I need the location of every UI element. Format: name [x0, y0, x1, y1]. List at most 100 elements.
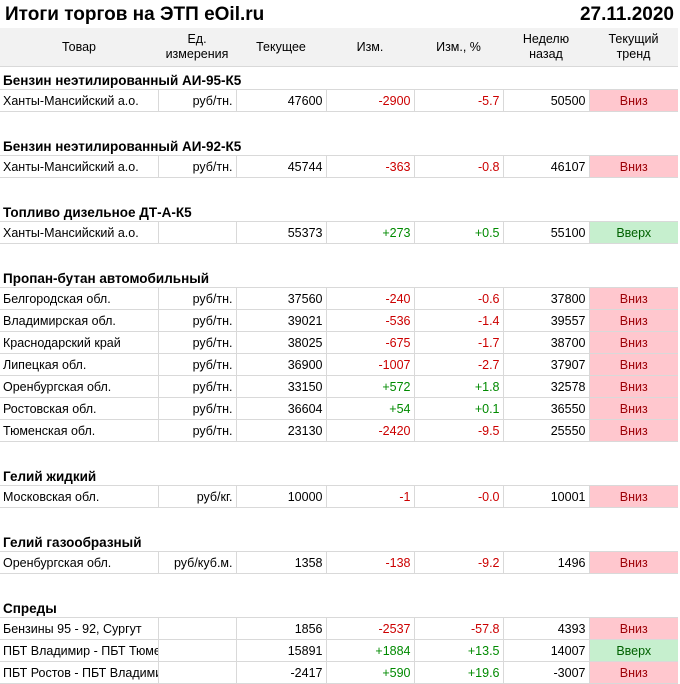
- trend-badge: Вниз: [588, 661, 678, 684]
- spacer-cell: [0, 508, 678, 530]
- current-value-cell: 47600: [235, 89, 326, 112]
- week-ago-cell: 36550: [502, 397, 589, 420]
- unit-cell: руб/куб.м.: [157, 551, 236, 574]
- unit-cell: руб/тн.: [157, 375, 236, 398]
- table-body: Товар Ед. измерения Текущее Изм. Изм., % …: [0, 28, 678, 684]
- current-value-cell: -2417: [235, 661, 326, 684]
- unit-cell: руб/тн.: [157, 287, 236, 310]
- region-cell: ПБТ Владимир - ПБТ Тюмень: [0, 639, 158, 662]
- table-row: Бензины 95 - 92, Сургут 1856 -2537 -57.8 439…: [0, 617, 678, 640]
- header-unit: Ед. измерения: [158, 28, 236, 67]
- region-cell: Оренбургская обл.: [0, 375, 158, 398]
- change-pct-cell: -0.8: [413, 155, 503, 178]
- current-value-cell: 55373: [235, 221, 326, 244]
- header-trend-line2: тренд: [616, 47, 651, 61]
- current-value-cell: 39021: [235, 309, 326, 332]
- region-cell: Бензины 95 - 92, Сургут: [0, 617, 158, 640]
- week-ago-cell: 39557: [502, 309, 589, 332]
- region-cell: Тюменская обл.: [0, 419, 158, 442]
- change-pct-cell: -0.0: [413, 485, 503, 508]
- unit-cell: [157, 661, 236, 684]
- change-cell: -2900: [325, 89, 414, 112]
- week-ago-cell: 50500: [502, 89, 589, 112]
- unit-cell: руб/кг.: [157, 485, 236, 508]
- trend-badge: Вниз: [588, 331, 678, 354]
- week-ago-cell: 32578: [502, 375, 589, 398]
- trend-badge: Вниз: [588, 551, 678, 574]
- region-cell: Владимирская обл.: [0, 309, 158, 332]
- table-row: Ростовская обл. руб/тн. 36604 +54 +0.1 36550 В…: [0, 397, 678, 420]
- change-cell: +273: [325, 221, 414, 244]
- region-cell: Ханты-Мансийский а.о.: [0, 221, 158, 244]
- trend-badge: Вниз: [588, 375, 678, 398]
- current-value-cell: 15891: [235, 639, 326, 662]
- current-value-cell: 37560: [235, 287, 326, 310]
- spacer-row: [0, 244, 678, 266]
- change-cell: +572: [325, 375, 414, 398]
- change-pct-cell: +0.1: [413, 397, 503, 420]
- spacer-row: [0, 178, 678, 200]
- change-cell: -240: [325, 287, 414, 310]
- header-current: Текущее: [236, 28, 326, 67]
- table-row: Краснодарский край руб/тн. 38025 -675 -1.7 38…: [0, 331, 678, 354]
- week-ago-cell: 4393: [502, 617, 589, 640]
- change-cell: +590: [325, 661, 414, 684]
- section-title-row: Гелий жидкий: [0, 463, 678, 486]
- table-row: ПБТ Владимир - ПБТ Тюмень 15891 +1884 +13.5…: [0, 639, 678, 662]
- section-title: Пропан-бутан автомобильный: [3, 271, 210, 286]
- spacer-cell: [0, 244, 678, 266]
- trend-badge: Вниз: [588, 89, 678, 112]
- header-product: Товар: [0, 28, 158, 67]
- header-trend-line1: Текущий: [608, 32, 659, 46]
- trading-results-table: Товар Ед. измерения Текущее Изм. Изм., % …: [0, 28, 678, 684]
- region-cell: Ханты-Мансийский а.о.: [0, 155, 158, 178]
- table-row: Оренбургская обл. руб/тн. 33150 +572 +1.8 325…: [0, 375, 678, 398]
- change-pct-cell: +13.5: [413, 639, 503, 662]
- trend-badge: Вниз: [588, 353, 678, 376]
- trend-badge: Вниз: [588, 155, 678, 178]
- section-title: Гелий жидкий: [3, 469, 97, 484]
- table-row: Московская обл. руб/кг. 10000 -1 -0.0 10001 Вн…: [0, 485, 678, 508]
- header-trend: Текущий тренд: [589, 28, 678, 67]
- spacer-row: [0, 574, 678, 596]
- region-cell: Белгородская обл.: [0, 287, 158, 310]
- change-pct-cell: +1.8: [413, 375, 503, 398]
- trend-badge: Вниз: [588, 485, 678, 508]
- spacer-cell: [0, 112, 678, 134]
- table-row: Белгородская обл. руб/тн. 37560 -240 -0.6 378…: [0, 287, 678, 310]
- section-title-row: Бензин неэтилированный АИ-92-К5: [0, 133, 678, 156]
- table-row: Липецкая обл. руб/тн. 36900 -1007 -2.7 37907 В…: [0, 353, 678, 376]
- section-title: Топливо дизельное ДТ-А-К5: [3, 205, 192, 220]
- week-ago-cell: 38700: [502, 331, 589, 354]
- header-week-ago: Неделю назад: [503, 28, 589, 67]
- current-value-cell: 1856: [235, 617, 326, 640]
- unit-cell: руб/тн.: [157, 89, 236, 112]
- change-pct-cell: -5.7: [413, 89, 503, 112]
- spacer-cell: [0, 442, 678, 464]
- change-pct-cell: -1.4: [413, 309, 503, 332]
- section-title-row: Бензин неэтилированный АИ-95-К5: [0, 67, 678, 90]
- header-week-ago-line2: назад: [529, 47, 563, 61]
- change-cell: -675: [325, 331, 414, 354]
- header-unit-line1: Ед.: [187, 32, 207, 46]
- week-ago-cell: 25550: [502, 419, 589, 442]
- current-value-cell: 38025: [235, 331, 326, 354]
- current-value-cell: 23130: [235, 419, 326, 442]
- section-title-row: Гелий газообразный: [0, 529, 678, 552]
- title-row: Итоги торгов на ЭТП eOil.ru 27.11.2020: [0, 0, 680, 28]
- trend-badge: Вниз: [588, 419, 678, 442]
- unit-cell: [157, 221, 236, 244]
- table-header-row: Товар Ед. измерения Текущее Изм. Изм., % …: [0, 28, 678, 67]
- section-title: Спреды: [3, 601, 57, 616]
- table-row: Ханты-Мансийский а.о. руб/тн. 47600 -2900 -5…: [0, 89, 678, 112]
- trend-badge: Вниз: [588, 617, 678, 640]
- unit-cell: [157, 639, 236, 662]
- week-ago-cell: 1496: [502, 551, 589, 574]
- unit-cell: руб/тн.: [157, 397, 236, 420]
- change-pct-cell: +0.5: [413, 221, 503, 244]
- change-cell: -1: [325, 485, 414, 508]
- unit-cell: руб/тн.: [157, 419, 236, 442]
- week-ago-cell: 37907: [502, 353, 589, 376]
- region-cell: ПБТ Ростов - ПБТ Владимир: [0, 661, 158, 684]
